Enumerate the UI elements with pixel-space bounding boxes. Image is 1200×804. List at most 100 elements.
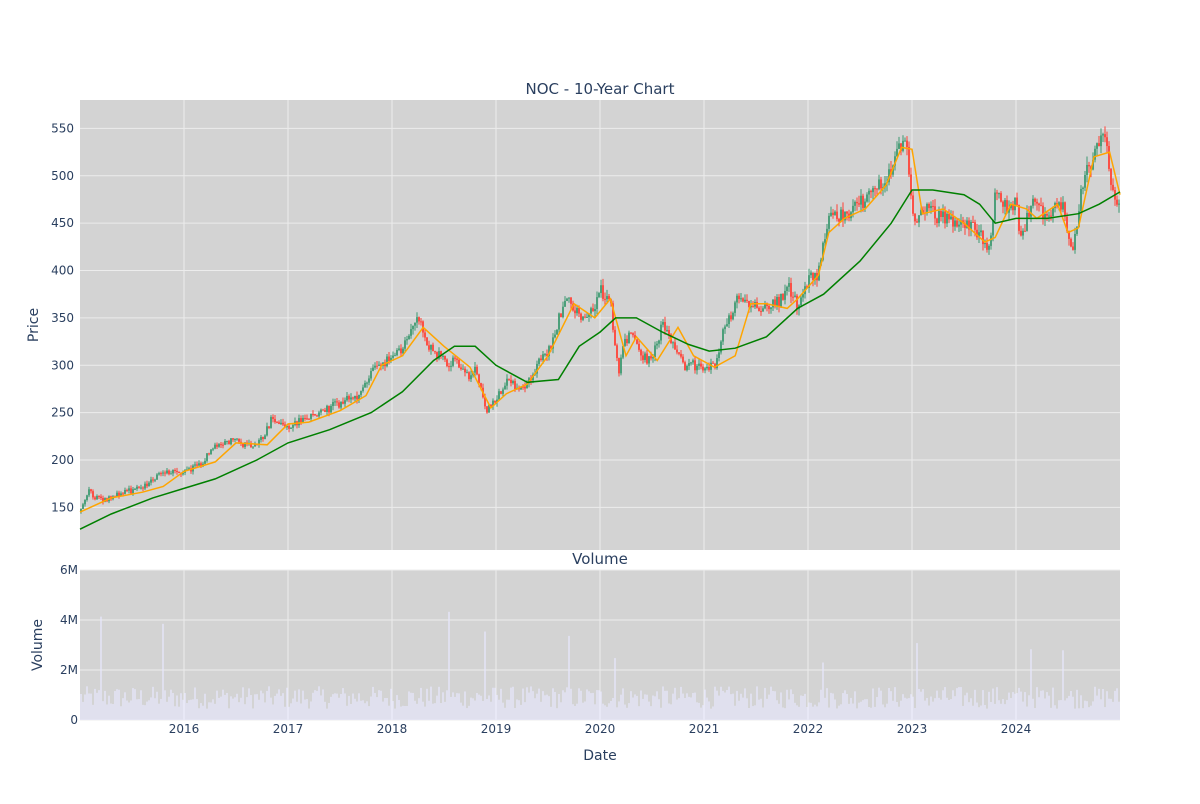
candle-body-down [142, 487, 144, 489]
candle-body-up [150, 479, 152, 483]
candle-body-down [616, 345, 618, 359]
candle-body-up [696, 365, 698, 371]
candle-body-down [910, 174, 912, 196]
candle-body-up [990, 235, 992, 246]
candle-body-up [946, 213, 948, 224]
candle-body-up [724, 326, 726, 330]
candle-body-up [330, 405, 332, 413]
price-tick-label: 350 [51, 311, 74, 325]
candle-body-up [894, 156, 896, 166]
candle-body-up [1052, 208, 1054, 217]
candle-body-up [364, 382, 366, 388]
candle-body-up [822, 242, 824, 260]
candle-body-down [1012, 204, 1014, 211]
candle-body-down [432, 344, 434, 352]
candle-body-up [554, 334, 556, 338]
date-tick-label: 2021 [689, 722, 720, 736]
candle-body-up [504, 385, 506, 390]
candle-body-up [736, 295, 738, 303]
candle-body-down [1088, 164, 1090, 167]
candle-body-up [266, 426, 268, 436]
candle-body-down [272, 417, 274, 419]
candle-body-down [174, 470, 176, 472]
candle-body-up [466, 372, 468, 374]
candle-body-up [406, 339, 408, 341]
candle-body-up [1032, 198, 1034, 206]
candle-body-up [362, 387, 364, 391]
candle-body-down [570, 297, 572, 304]
candle-body-down [634, 335, 636, 340]
candle-body-up [134, 488, 136, 490]
candle-body-down [956, 220, 958, 227]
candle-body-down [968, 220, 970, 230]
candle-body-down [912, 195, 914, 214]
candle-body-up [998, 193, 1000, 195]
candle-body-up [396, 349, 398, 356]
candle-body-up [978, 232, 980, 238]
candle-body-down [164, 472, 166, 474]
candle-body-down [578, 307, 580, 314]
candle-body-up [582, 316, 584, 320]
candle-body-up [1118, 203, 1120, 205]
candle-body-up [698, 363, 700, 366]
candle-body-down [806, 286, 808, 288]
candle-body-down [130, 488, 132, 494]
candle-body-up [1102, 134, 1104, 136]
candle-body-down [288, 425, 290, 429]
candle-body-up [716, 358, 718, 369]
candle-body-down [222, 444, 224, 446]
candle-body-up [366, 382, 368, 384]
candle-body-down [934, 206, 936, 219]
candle-body-up [452, 357, 454, 366]
candle-body-down [306, 418, 308, 420]
date-tick-label: 2018 [377, 722, 408, 736]
candle-body-up [136, 486, 138, 489]
price-tick-label: 150 [51, 500, 74, 514]
candle-body-down [420, 321, 422, 323]
candle-body-up [442, 355, 444, 357]
candle-body-down [756, 302, 758, 308]
candle-body-up [506, 378, 508, 386]
candle-body-up [234, 438, 236, 440]
price-tick-label: 200 [51, 453, 74, 467]
date-tick-label: 2024 [1001, 722, 1032, 736]
candle-body-down [638, 343, 640, 350]
candle-body-up [556, 329, 558, 335]
candle-body-down [944, 211, 946, 224]
candle-body-down [574, 310, 576, 314]
candle-body-up [542, 354, 544, 360]
candle-body-up [686, 365, 688, 371]
candle-body-down [476, 366, 478, 375]
candle-body-up [810, 272, 812, 276]
candle-body-down [796, 295, 798, 310]
candle-body-down [1112, 184, 1114, 191]
candle-body-up [244, 442, 246, 447]
candle-body-down [1106, 137, 1108, 147]
candle-body-up [958, 224, 960, 227]
volume-tick-label: 2M [60, 663, 78, 677]
candle-body-down [328, 405, 330, 413]
candle-body-up [732, 312, 734, 320]
candle-body-up [920, 210, 922, 216]
candle-body-down [98, 496, 100, 498]
candle-body-down [694, 360, 696, 371]
candle-body-up [1076, 226, 1078, 234]
candle-body-up [606, 296, 608, 300]
candle-body-down [870, 190, 872, 193]
candle-body-up [320, 409, 322, 413]
candle-body-up [230, 438, 232, 445]
candle-body-up [358, 394, 360, 400]
candle-body-down [604, 298, 606, 300]
candle-body-up [1044, 213, 1046, 220]
candle-body-up [896, 148, 898, 157]
candle-body-up [552, 337, 554, 349]
candle-body-down [454, 357, 456, 359]
candle-body-down [1046, 213, 1048, 216]
candle-body-down [284, 424, 286, 428]
candle-body-down [160, 473, 162, 475]
candle-body-down [468, 372, 470, 380]
candle-body-down [216, 444, 218, 447]
candle-body-up [270, 417, 272, 428]
candle-body-down [356, 395, 358, 400]
candle-body-up [938, 211, 940, 224]
